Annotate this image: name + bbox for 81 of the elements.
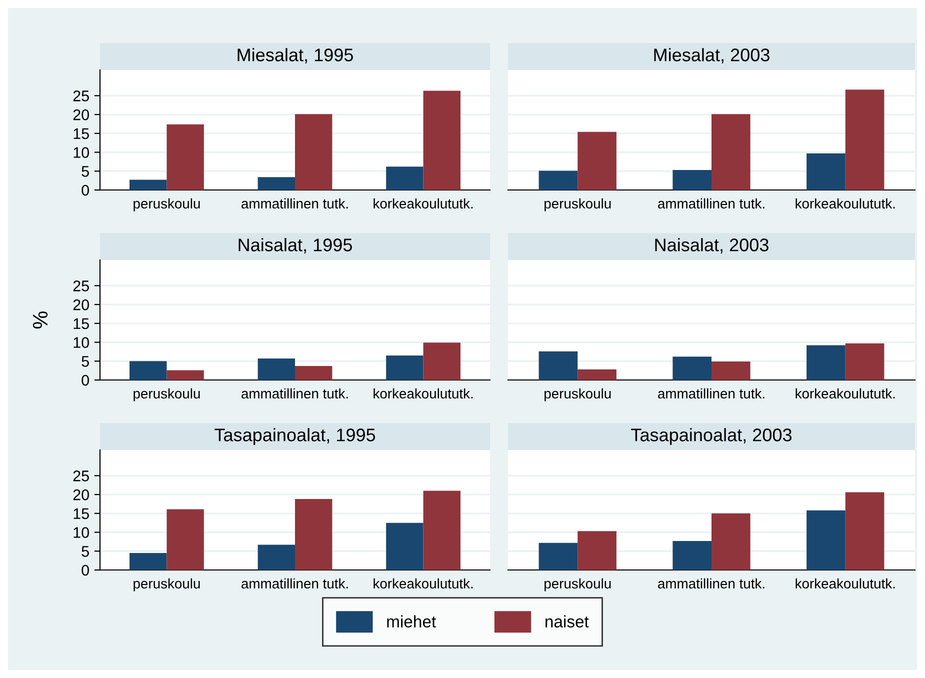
- bar: [578, 132, 616, 190]
- bar: [538, 351, 578, 380]
- chart-title: Naisalat, 2003: [655, 238, 768, 254]
- bar: [295, 499, 332, 570]
- y-tick-label: 5: [82, 546, 89, 557]
- bar: [423, 342, 460, 380]
- y-tick-label: 10: [74, 147, 89, 158]
- bar: [130, 361, 167, 380]
- x-tick-label: peruskoulu: [134, 388, 200, 402]
- bar: [166, 124, 204, 190]
- x-tick-label: ammatillinen tutk.: [658, 578, 764, 589]
- bar: [166, 509, 204, 570]
- bar: [423, 90, 460, 190]
- y-tick-label: 20: [73, 489, 89, 500]
- y-tick-label: 10: [74, 337, 89, 348]
- bar: [295, 114, 332, 190]
- y-tick-label: 0: [82, 184, 89, 196]
- y-tick-label: 15: [74, 508, 89, 520]
- legend-label: naiset: [546, 615, 589, 628]
- bar: [845, 343, 884, 380]
- bar: [386, 522, 424, 570]
- legend-label: miehet: [387, 615, 436, 628]
- y-tick-label: 15: [74, 318, 89, 330]
- bar: [423, 490, 460, 570]
- bar: [386, 166, 424, 190]
- bar: [538, 170, 578, 190]
- x-tick-label: korkeakoulututk.: [796, 388, 895, 399]
- bar: [258, 177, 295, 190]
- y-tick-label: 25: [73, 90, 89, 102]
- bar: [672, 356, 712, 380]
- x-tick-label: ammatillinen tutk.: [242, 578, 348, 589]
- bar: [806, 510, 846, 570]
- bar: [258, 358, 295, 380]
- y-tick-label: 20: [73, 109, 89, 120]
- y-tick-label: 10: [74, 527, 89, 538]
- y-tick-label: 15: [74, 128, 89, 140]
- x-tick-label: peruskoulu: [544, 198, 611, 212]
- bar: [130, 180, 167, 190]
- bar: [578, 369, 616, 380]
- bar: [845, 492, 884, 570]
- bar: [166, 370, 204, 380]
- bar: [712, 513, 750, 570]
- y-tick-label: 20: [73, 299, 89, 310]
- bar: [386, 355, 424, 380]
- x-tick-label: korkeakoulututk.: [374, 198, 473, 209]
- bar: [672, 540, 712, 570]
- x-tick-label: ammatillinen tutk.: [242, 388, 348, 399]
- bar: [712, 114, 750, 190]
- bar: [806, 153, 846, 190]
- chart-title: Naisalat, 1995: [238, 238, 352, 254]
- bar: [258, 544, 295, 570]
- y-tick-label: 5: [82, 356, 89, 367]
- y-tick-label: 0: [82, 374, 89, 386]
- y-axis-title: %: [32, 311, 48, 329]
- y-tick-label: 5: [82, 166, 89, 177]
- x-tick-label: peruskoulu: [134, 198, 200, 212]
- bar: [578, 531, 616, 570]
- chart-title: Tasapainoalat, 1995: [214, 428, 376, 445]
- y-tick-label: 0: [82, 564, 89, 576]
- x-tick-label: ammatillinen tutk.: [242, 198, 348, 209]
- y-tick-label: 25: [73, 280, 89, 292]
- x-tick-label: ammatillinen tutk.: [658, 388, 764, 399]
- chart-title: Miesalat, 2003: [654, 48, 770, 64]
- x-tick-label: korkeakoulututk.: [796, 578, 895, 589]
- bar: [712, 362, 750, 380]
- bar: [295, 366, 332, 380]
- x-tick-label: peruskoulu: [544, 578, 611, 592]
- bar: [538, 542, 578, 570]
- x-tick-label: ammatillinen tutk.: [658, 198, 764, 209]
- bar: [806, 345, 846, 380]
- chart-title: Miesalat, 1995: [238, 48, 353, 64]
- x-tick-label: peruskoulu: [134, 578, 200, 592]
- y-tick-label: 25: [73, 470, 89, 482]
- bar: [672, 170, 712, 190]
- x-tick-label: korkeakoulututk.: [796, 198, 895, 209]
- x-tick-label: peruskoulu: [544, 388, 611, 402]
- x-tick-label: korkeakoulututk.: [374, 578, 473, 589]
- x-tick-label: korkeakoulututk.: [374, 388, 473, 399]
- chart-title: Tasapainoalat, 2003: [631, 428, 792, 445]
- bar: [130, 553, 167, 570]
- bar: [845, 90, 884, 190]
